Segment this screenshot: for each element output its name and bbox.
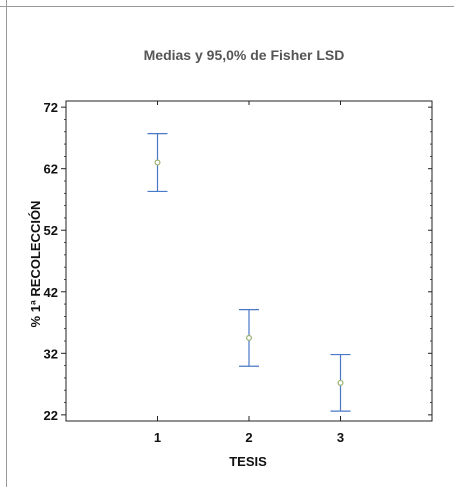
plot-box: [65, 100, 433, 422]
x-tick-label-2: 2: [245, 430, 252, 445]
x-tick-label-3: 3: [337, 430, 344, 445]
y-tick-label-32: 32: [44, 346, 58, 361]
x-tick-label-1: 1: [154, 430, 161, 445]
mean-point-1: [154, 159, 161, 166]
y-tick-label-52: 52: [44, 223, 58, 238]
y-tick-label-22: 22: [44, 408, 58, 423]
y-tick-label-42: 42: [44, 285, 58, 300]
mean-point-2: [246, 334, 253, 341]
y-tick-label-72: 72: [44, 100, 58, 115]
chart-title: Medias y 95,0% de Fisher LSD: [144, 47, 345, 63]
y-tick-label-62: 62: [44, 162, 58, 177]
mean-point-3: [337, 379, 344, 386]
y-axis-label: % 1ª RECOLECCIÓN: [28, 201, 43, 328]
plot-area: 22 32 42 52 62 72 1 2 3: [44, 100, 433, 445]
x-axis-label: TESIS: [229, 454, 267, 469]
